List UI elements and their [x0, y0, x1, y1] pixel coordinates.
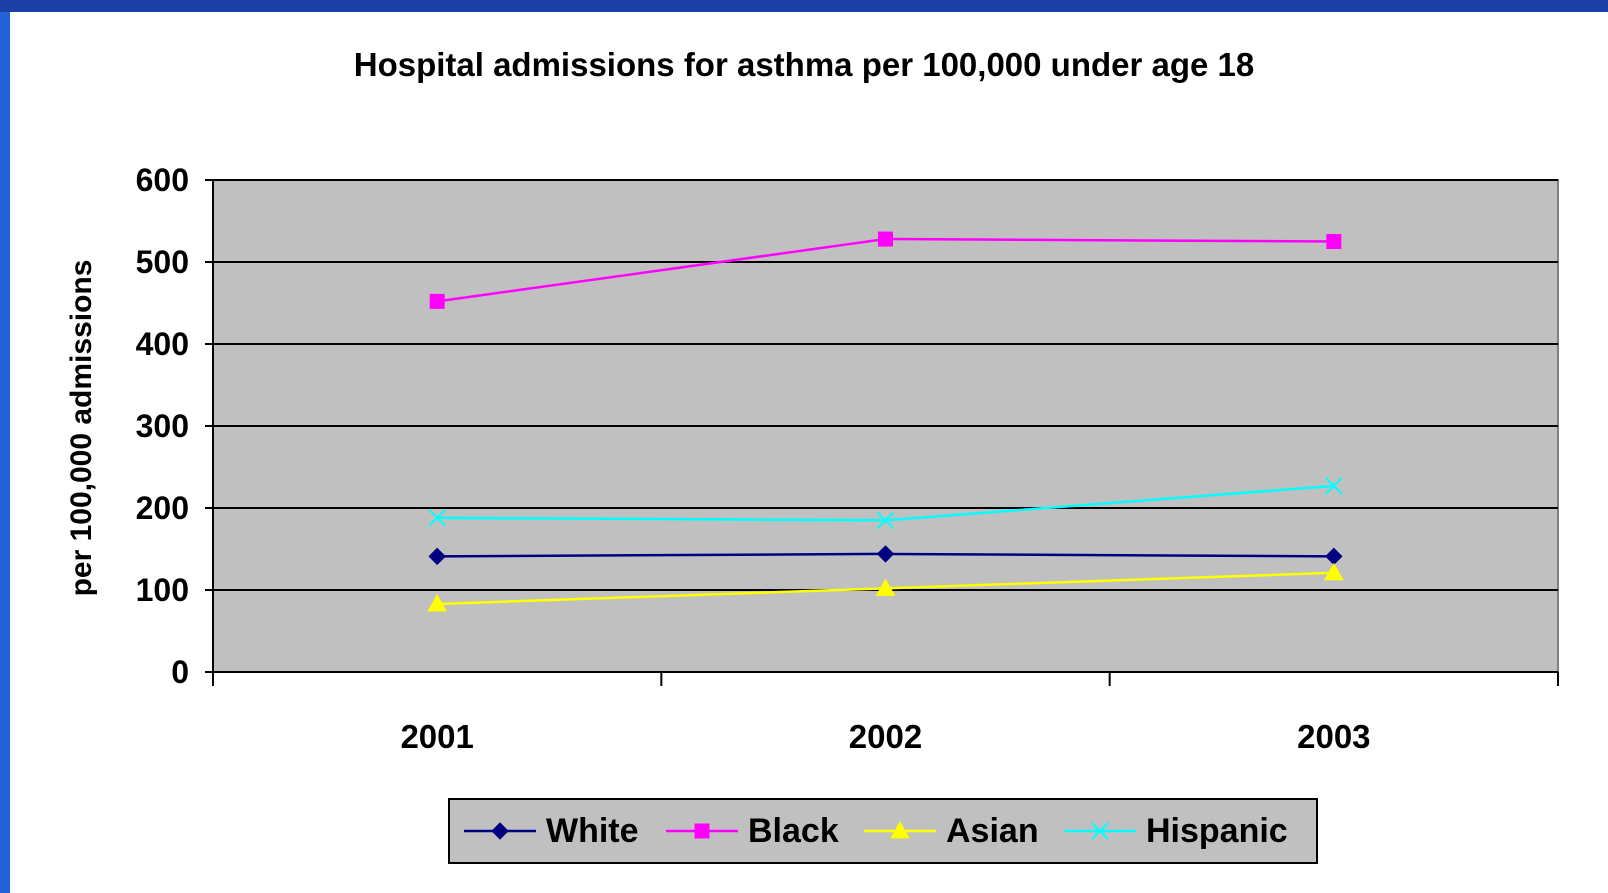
series-group [427, 231, 1344, 612]
y-tick-label: 500 [136, 244, 189, 280]
slide-top-band [0, 0, 1608, 12]
legend-label: Hispanic [1146, 811, 1288, 850]
legend-item-black: Black [664, 800, 839, 862]
legend-marker [890, 820, 910, 839]
data-point-black [1326, 234, 1342, 249]
legend-label: White [546, 811, 639, 850]
data-point-white [428, 547, 446, 566]
legend-swatch [864, 820, 936, 839]
legend-marker [1091, 822, 1109, 840]
legend-item-white: White [462, 800, 639, 862]
y-tick-label: 100 [136, 572, 189, 608]
legend-swatch [1064, 822, 1136, 840]
y-tick-labels: 0 100 200 300 400 500 600 [136, 162, 189, 690]
legend-label: Asian [946, 811, 1039, 850]
axes [205, 179, 1559, 686]
legend-item-asian: Asian [862, 800, 1039, 862]
x-tick-label: 2003 [1297, 718, 1370, 755]
x-tick-labels: 2001 2002 2003 [400, 718, 1370, 755]
legend-swatch [464, 822, 536, 840]
data-point-asian [1323, 562, 1344, 581]
y-tick-label: 300 [136, 408, 189, 444]
data-point-hispanic [428, 509, 446, 527]
data-point-hispanic [876, 511, 895, 530]
data-point-hispanic [1325, 477, 1343, 495]
legend: White Black Asian Hispanic [448, 798, 1318, 864]
y-tick-label: 0 [171, 654, 189, 690]
series-black [429, 231, 1342, 309]
legend-marker [491, 822, 509, 840]
series-asian [427, 562, 1344, 612]
data-point-black [878, 231, 893, 247]
legend-label: Black [748, 811, 839, 850]
y-tick-label: 200 [136, 490, 189, 526]
series-hispanic [428, 477, 1343, 530]
data-point-white [876, 545, 895, 563]
chart-title: Hospital admissions for asthma per 100,0… [353, 46, 1255, 83]
y-tick-label: 400 [136, 326, 189, 362]
legend-item-hispanic: Hispanic [1062, 800, 1288, 862]
legend-swatch [666, 823, 738, 839]
legend-marker [694, 823, 710, 839]
x-tick-label: 2001 [400, 718, 473, 755]
data-point-asian [427, 593, 448, 612]
y-tick-label: 600 [136, 162, 189, 198]
x-tick-label: 2002 [849, 718, 922, 755]
data-point-asian [875, 578, 896, 596]
data-point-black [429, 293, 445, 309]
series-white [428, 545, 1343, 566]
